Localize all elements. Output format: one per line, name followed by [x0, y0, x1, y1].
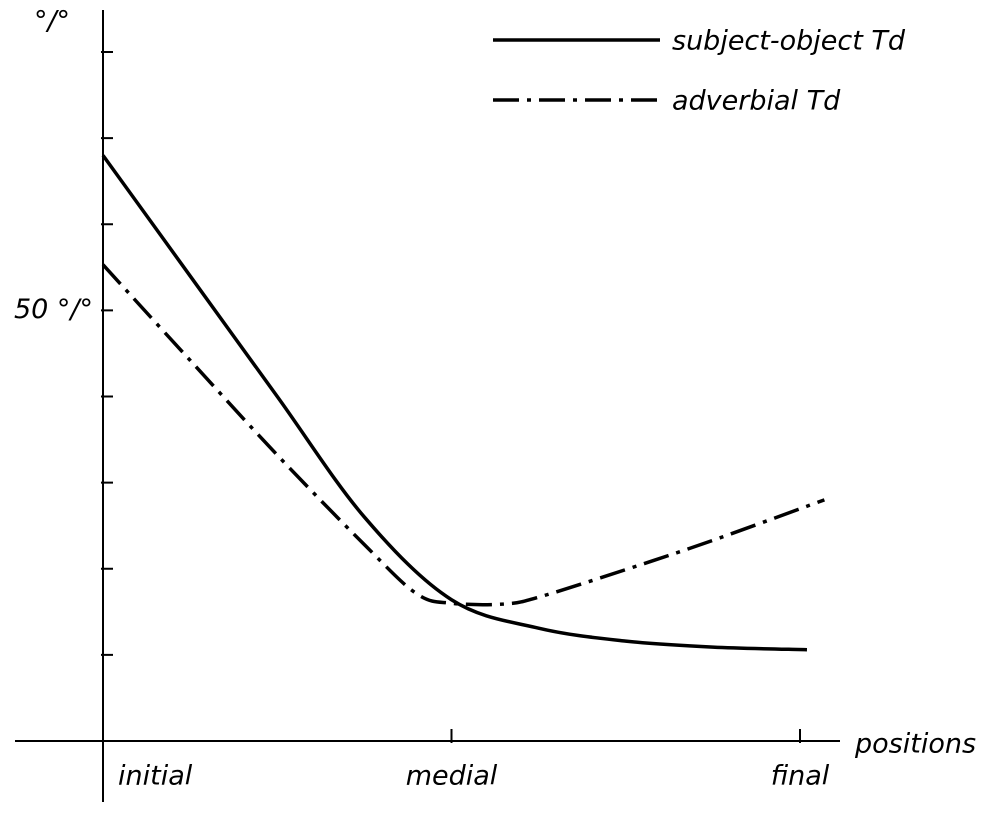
legend-label: subject-object Td [672, 26, 906, 57]
line [101, 154, 808, 652]
y-tick-label: 50 °/° [14, 294, 93, 325]
legend-label: adverbial Td [672, 86, 841, 117]
y-axis-label: °/° [34, 6, 70, 37]
x-tick-label: final [771, 761, 830, 792]
x-tick-label: initial [118, 761, 193, 792]
x-axis-label: positions [854, 729, 976, 760]
x-tick-label: medial [406, 761, 498, 792]
line [101, 263, 825, 607]
